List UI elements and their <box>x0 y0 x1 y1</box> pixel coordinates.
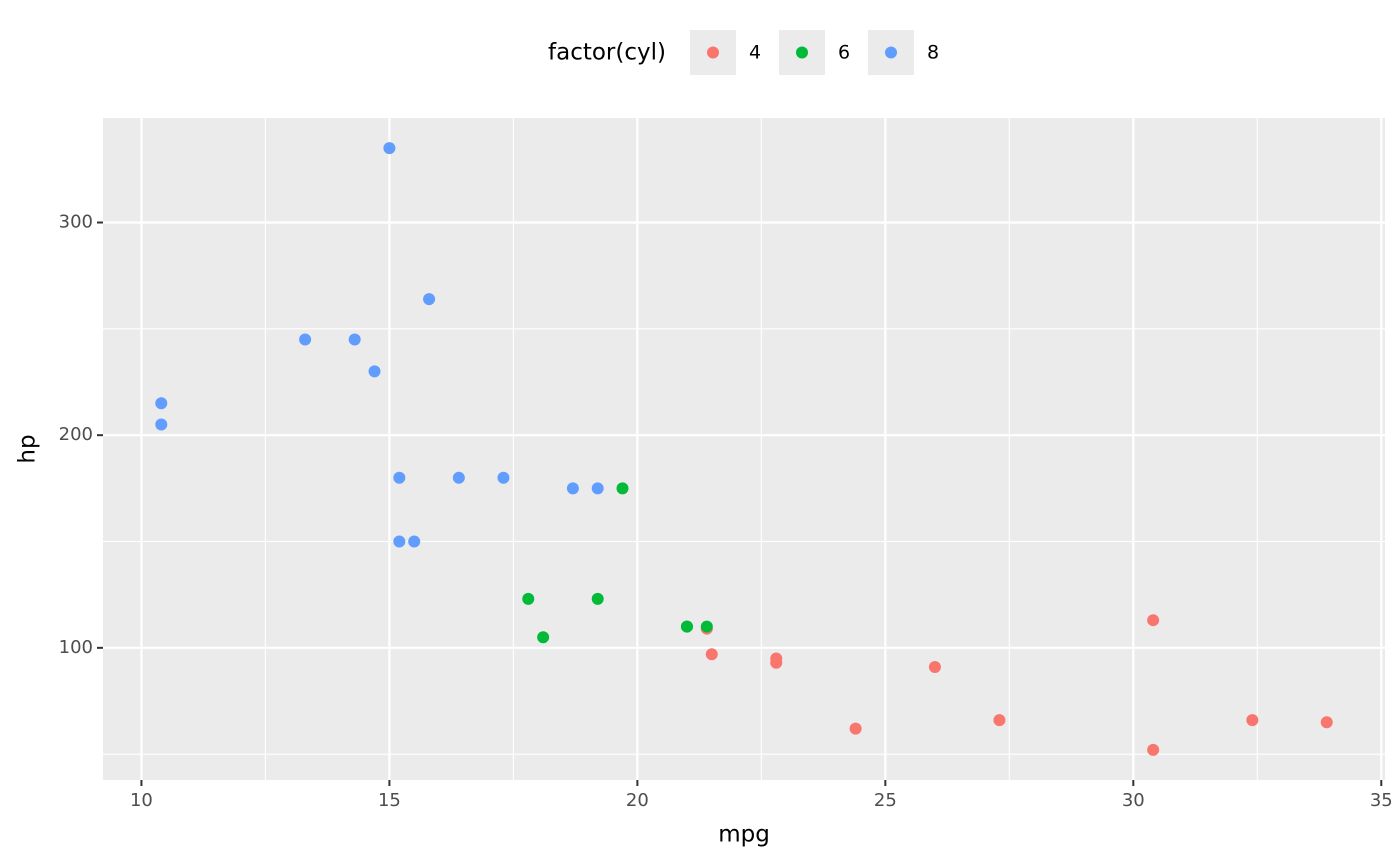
legend-marker <box>707 46 719 59</box>
point <box>522 592 535 605</box>
point <box>849 722 862 735</box>
point <box>1147 614 1160 627</box>
point <box>566 482 579 495</box>
y-tick-label: 300 <box>59 212 93 233</box>
legend-marker <box>885 46 897 59</box>
point <box>408 535 421 548</box>
x-axis-title: mpg <box>718 822 770 848</box>
point <box>537 631 550 644</box>
point <box>348 333 361 346</box>
y-tick-label: 200 <box>59 424 93 445</box>
point <box>423 293 436 306</box>
x-tick-label: 25 <box>874 790 897 811</box>
y-tick-label: 100 <box>59 637 93 658</box>
point <box>155 397 168 410</box>
point <box>700 620 713 633</box>
point <box>770 652 783 665</box>
legend-marker <box>796 46 808 59</box>
x-tick-label: 20 <box>626 790 649 811</box>
point <box>591 482 604 495</box>
legend-title: factor(cyl) <box>548 40 666 66</box>
legend-label: 4 <box>749 42 761 64</box>
legend-label: 8 <box>927 42 939 64</box>
point <box>1320 716 1333 729</box>
x-tick-label: 35 <box>1370 790 1393 811</box>
x-tick-label: 30 <box>1122 790 1145 811</box>
x-tick-label: 15 <box>378 790 401 811</box>
point <box>497 471 510 484</box>
legend-label: 6 <box>838 42 850 64</box>
point <box>928 660 941 673</box>
point <box>393 535 406 548</box>
point <box>383 142 396 155</box>
panel <box>103 118 1385 780</box>
point <box>452 471 465 484</box>
point <box>616 482 629 495</box>
point <box>591 592 604 605</box>
point <box>393 471 406 484</box>
point <box>705 648 718 661</box>
point <box>1147 743 1160 756</box>
point <box>993 714 1006 727</box>
point <box>368 365 381 378</box>
point <box>299 333 312 346</box>
point <box>155 418 168 431</box>
point <box>680 620 693 633</box>
point <box>1246 714 1259 727</box>
y-axis-title: hp <box>15 434 41 463</box>
x-tick-label: 10 <box>130 790 153 811</box>
